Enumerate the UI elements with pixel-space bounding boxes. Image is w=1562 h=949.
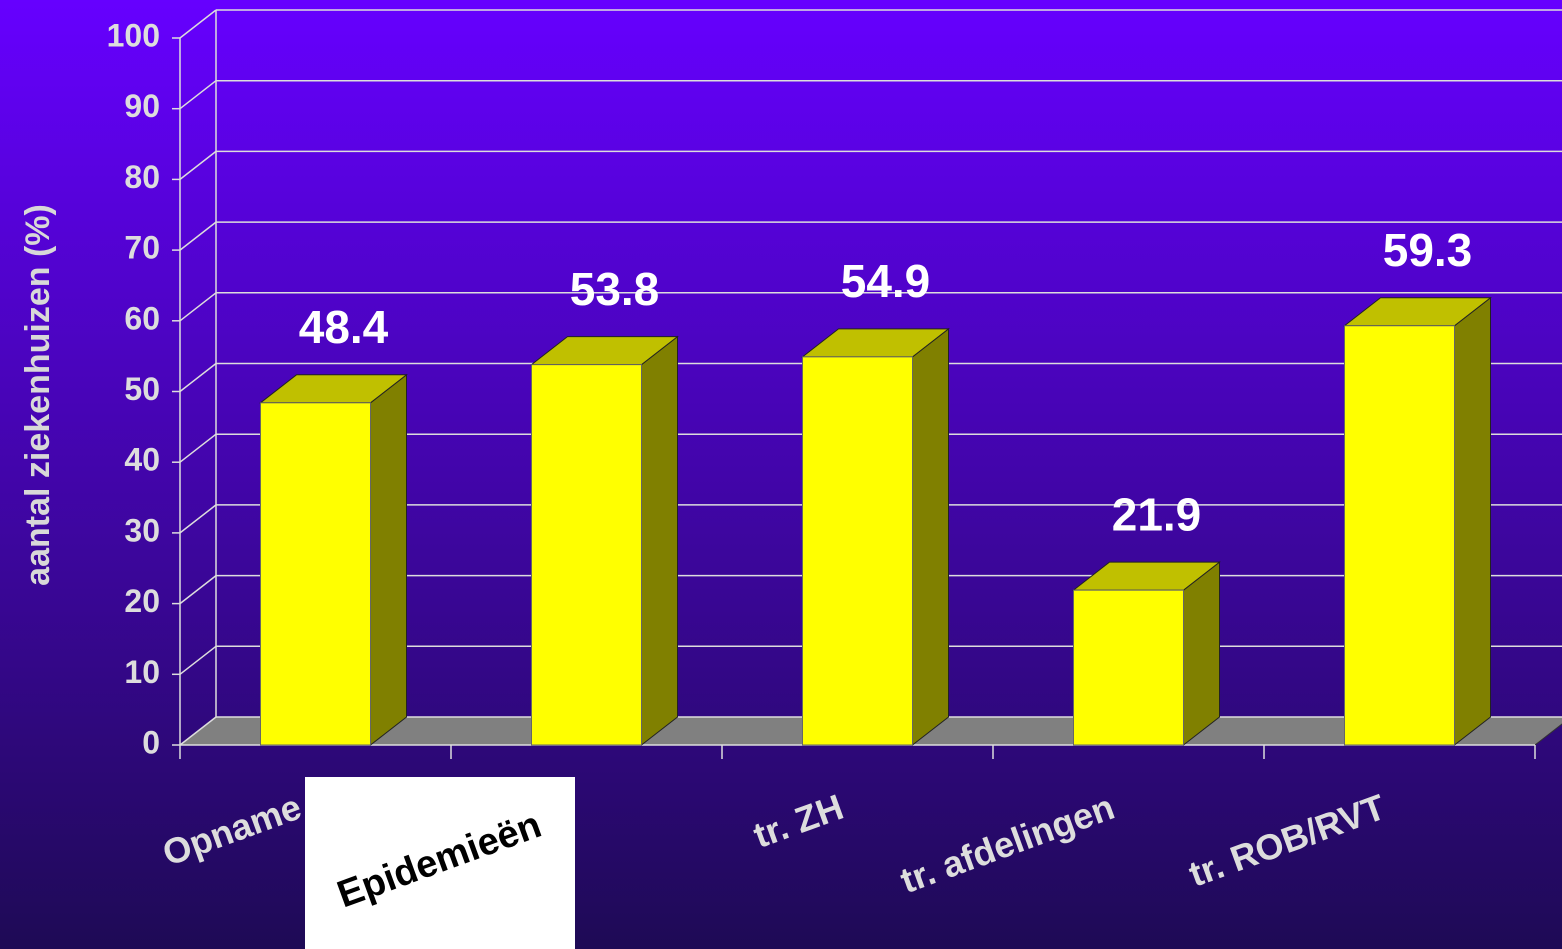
value-label: 54.9 [841, 255, 931, 307]
y-tick-label: 0 [142, 724, 160, 760]
bar [260, 402, 371, 746]
grid-diagonal [179, 645, 217, 675]
y-tick-label: 20 [124, 583, 160, 619]
grid-diagonal [179, 433, 217, 463]
value-label: 21.9 [1112, 488, 1202, 540]
bar [1344, 325, 1455, 746]
value-label: 53.8 [570, 263, 660, 315]
y-tick-label: 10 [124, 654, 160, 690]
bar [1073, 589, 1184, 746]
bar-side [641, 335, 678, 747]
grid-diagonal [179, 716, 217, 746]
y-tick-label: 80 [124, 159, 160, 195]
bar [531, 364, 642, 746]
bar [802, 356, 913, 746]
y-tick-label: 100 [107, 17, 160, 53]
y-tick-label: 50 [124, 371, 160, 407]
value-label: 59.3 [1383, 224, 1473, 276]
y-tick-label: 70 [124, 230, 160, 266]
y-tick-label: 40 [124, 442, 160, 478]
y-tick-label: 90 [124, 88, 160, 124]
bar-side [370, 373, 407, 747]
bar-side [1183, 561, 1220, 747]
value-label: 48.4 [299, 301, 389, 353]
grid-diagonal [179, 221, 217, 251]
grid-diagonal [179, 504, 217, 534]
label-box [305, 777, 575, 949]
grid-diagonal [179, 575, 217, 605]
grid-diagonal [179, 150, 217, 180]
grid-diagonal [179, 362, 217, 393]
y-tick-label: 30 [124, 512, 160, 548]
bar-side [1454, 296, 1491, 747]
y-tick-label: 60 [124, 300, 160, 336]
grid-diagonal [179, 292, 217, 322]
grid-diagonal [179, 9, 217, 39]
bar-side [912, 327, 949, 747]
y-axis-label: aantal ziekenhuizen (%) [19, 204, 57, 586]
grid-diagonal [179, 80, 217, 110]
